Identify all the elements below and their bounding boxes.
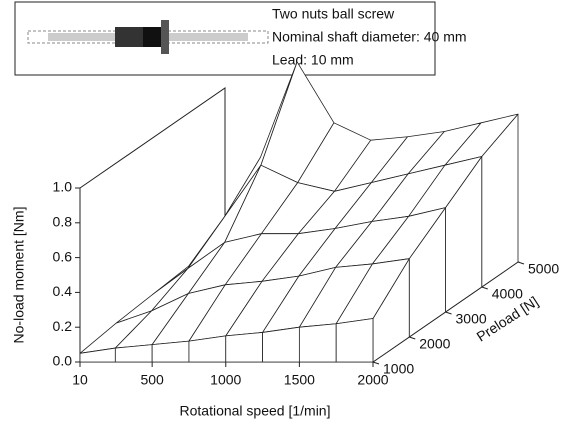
front-wall <box>151 340 190 363</box>
annotation: Two nuts ball screw <box>272 6 395 22</box>
y-tick-label: 2000 <box>419 336 450 352</box>
y-tick <box>517 261 525 265</box>
y-tick <box>445 311 452 315</box>
z-tick-label: 0.6 <box>53 248 73 264</box>
z-tick-label: 1.0 <box>53 179 73 195</box>
z-tick-label: 0.8 <box>53 214 73 230</box>
x-tick-label: 1500 <box>284 372 315 388</box>
back-frame <box>79 87 226 262</box>
annotation: Lead: 10 mm <box>272 52 354 68</box>
y-tick-label: 1000 <box>383 361 414 377</box>
y-tick <box>409 336 416 340</box>
y-tick <box>481 286 488 290</box>
front-wall <box>298 323 337 363</box>
z-tick-label: 0.0 <box>53 353 73 369</box>
z-tick-label: 0.4 <box>53 283 73 299</box>
y-tick <box>372 361 380 365</box>
annotation: Nominal shaft diameter: 40 mm <box>272 29 467 45</box>
x-tick-label: 1000 <box>210 372 241 388</box>
front-wall <box>225 332 263 363</box>
y-tick-label: 4000 <box>492 286 523 302</box>
z-axis-title: No-load moment [Nm] <box>11 207 27 344</box>
y-tick-label: 3000 <box>456 311 487 327</box>
x-tick-label: 10 <box>72 372 88 388</box>
x-axis-title: Rotational speed [1/min] <box>180 403 331 419</box>
x-tick-label: 500 <box>140 372 164 388</box>
y-tick-label: 5000 <box>528 261 559 277</box>
front-wall <box>114 344 153 363</box>
z-tick-label: 0.2 <box>53 318 73 334</box>
front-wall <box>262 326 300 363</box>
front-wall <box>335 318 374 363</box>
ball-screw-drawing <box>27 20 269 54</box>
x-tick-label: 2000 <box>357 372 388 388</box>
